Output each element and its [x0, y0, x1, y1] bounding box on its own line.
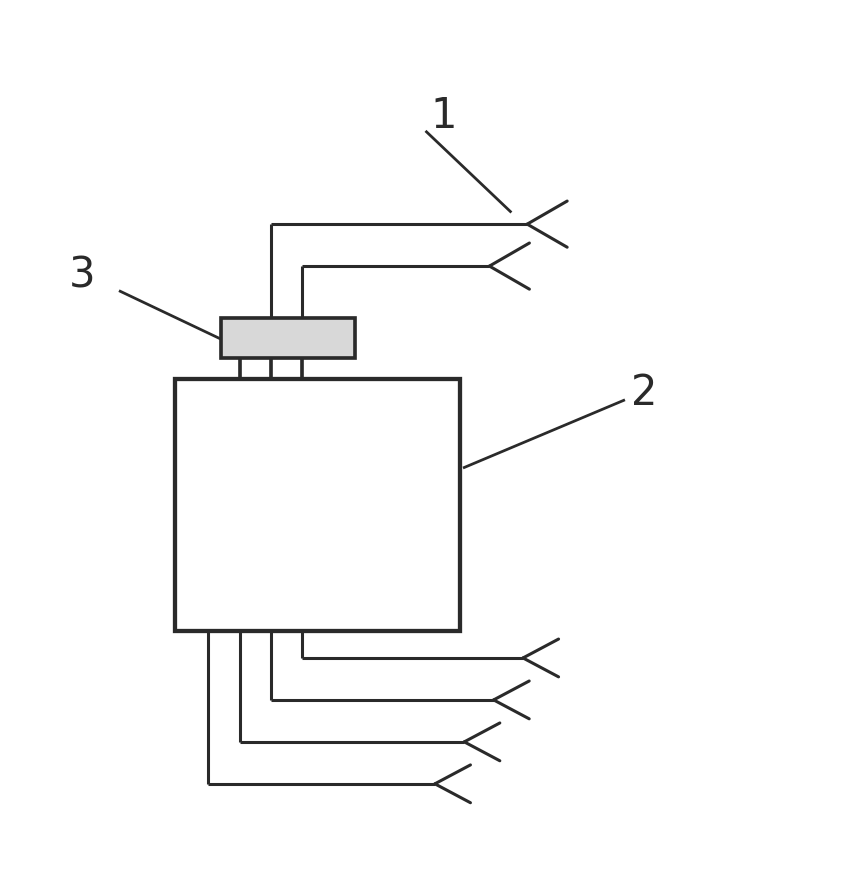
Text: 2: 2 [630, 372, 657, 414]
Bar [175, 380, 459, 631]
Text: 1: 1 [429, 95, 456, 137]
Text: 3: 3 [69, 254, 95, 296]
Bar [221, 319, 354, 359]
